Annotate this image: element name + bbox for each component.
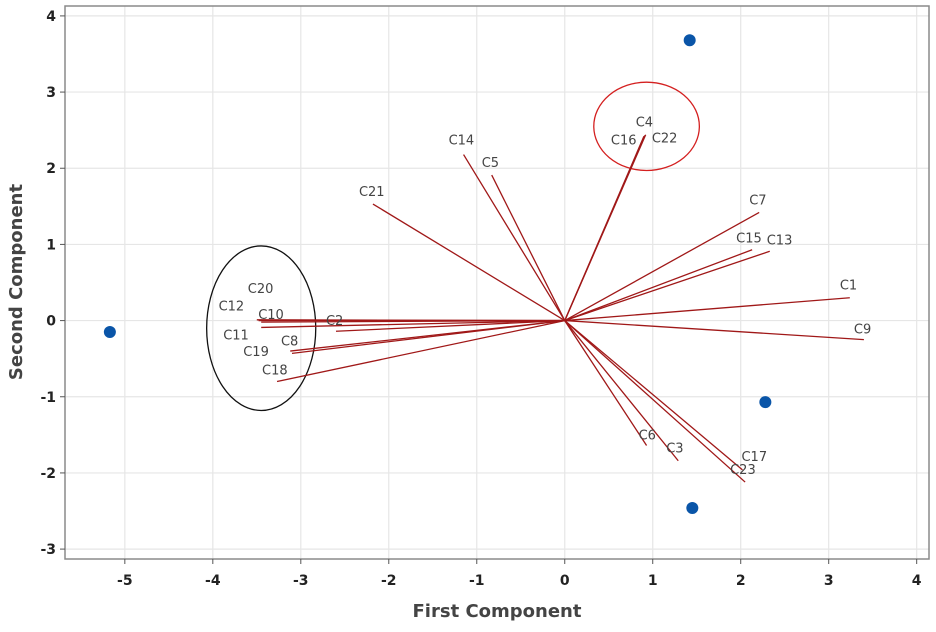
vector-c19 [290,319,565,352]
score-point [683,34,696,47]
vector-label-c19: C19 [243,345,269,360]
x-tick-label: 0 [560,573,570,589]
y-axis-title: Second Component [6,184,27,381]
y-tick-label: 3 [46,85,56,101]
vector-label-c16: C16 [611,133,637,148]
vector-c13 [564,250,770,322]
x-tick-label: 4 [912,573,922,589]
vector-c20 [256,319,565,322]
vector-label-c14: C14 [449,134,475,149]
vector-c7 [564,211,760,322]
axis-ticks: -5 -4 -3 -2 -1 0 1 2 3 4 -3 -2 -1 0 1 2 3 4 [40,9,921,589]
vector-label-c3: C3 [666,442,683,457]
x-tick-label: -2 [381,573,397,589]
vector-c18 [276,319,565,383]
y-tick-label: 1 [46,237,56,253]
x-tick-label: 2 [736,573,746,589]
vector-label-c20: C20 [248,282,274,297]
score-point [759,396,772,409]
vector-label-c10: C10 [258,308,284,323]
y-tick-label: 0 [46,314,56,330]
x-tick-label: 1 [648,573,658,589]
vector-label-c9: C9 [854,323,871,338]
x-tick-label: -1 [469,573,485,589]
x-tick-label: -3 [293,573,309,589]
vector-c23 [564,320,746,483]
vector-c15 [564,249,753,322]
vector-c5 [491,174,566,321]
vector-c22 [564,135,646,321]
vector-c9 [564,319,864,341]
x-tick-label: -4 [205,573,221,589]
annotation-ellipse [593,81,701,172]
y-tick-label: -3 [40,542,56,558]
vector-c14 [463,154,566,321]
vector-label-c13: C13 [767,233,793,248]
score-point [103,326,116,339]
score-point [686,501,699,514]
vector-c3 [564,320,679,462]
annotation-ellipse [206,245,317,412]
vector-label-c6: C6 [639,429,656,444]
gridlines [65,6,929,559]
x-axis-title: First Component [413,601,582,622]
vector-label-c4: C4 [636,116,653,131]
y-tick-label: -1 [40,390,56,406]
vector-c6 [564,320,648,446]
score-points [103,34,772,514]
vector-labels: C1 C2 C3 C4 C5 C6 C7 C8 C9 C10 C11 C12 C13 C14 C15 C16 C… [219,116,872,478]
vector-c11 [261,319,565,329]
x-tick-label: 3 [824,573,834,589]
vector-label-c18: C18 [262,364,288,379]
vector-label-c17: C17 [741,450,767,465]
vector-label-c23: C23 [730,463,756,478]
y-tick-label: 4 [46,9,56,25]
vector-c2 [335,319,565,332]
vector-label-c11: C11 [223,328,249,343]
vector-label-c2: C2 [326,314,343,329]
vector-label-c7: C7 [749,193,766,208]
y-tick-label: -2 [40,466,56,482]
vector-label-c12: C12 [219,300,245,315]
vector-c1 [564,297,850,322]
vector-c21 [372,203,566,322]
vector-label-c8: C8 [281,334,298,349]
loading-vectors [256,134,864,483]
vector-label-c22: C22 [652,131,678,146]
annotation-ellipses [206,81,701,412]
vector-label-c5: C5 [482,156,499,171]
y-tick-label: 2 [46,161,56,177]
plot-frame [64,5,930,560]
vector-c17 [564,320,743,471]
vector-label-c1: C1 [840,279,857,294]
vector-label-c15: C15 [736,232,762,247]
vector-label-c21: C21 [359,185,385,200]
x-tick-label: -5 [117,573,133,589]
